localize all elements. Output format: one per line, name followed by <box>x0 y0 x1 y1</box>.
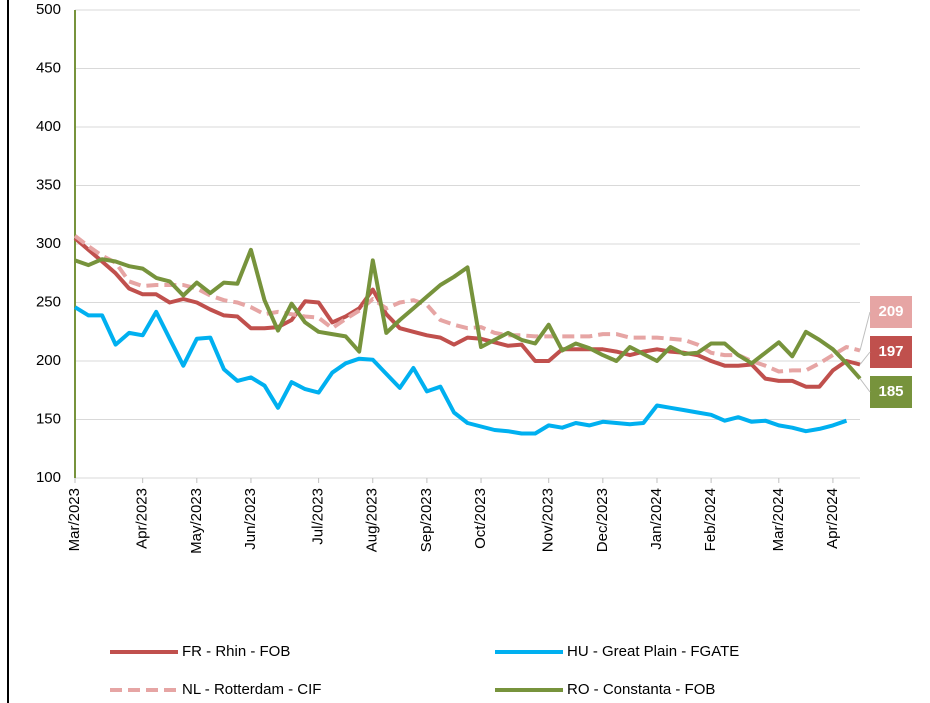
x-tick-label: Mar/2024 <box>770 488 787 551</box>
x-tick-label: Apr/2024 <box>824 488 841 549</box>
x-tick-label: Jun/2023 <box>242 488 259 550</box>
x-tick-label: Oct/2023 <box>472 488 489 549</box>
y-tick-label: 500 <box>36 1 61 18</box>
series-line <box>73 305 848 436</box>
y-tick-label: 150 <box>36 410 61 427</box>
x-tick-label: Jul/2023 <box>310 488 327 545</box>
y-tick-label: 100 <box>36 469 61 486</box>
x-tick-label: Feb/2024 <box>702 488 719 551</box>
x-tick-label: Mar/2023 <box>66 488 83 551</box>
end-label-connector <box>859 378 871 393</box>
x-tick-label: Nov/2023 <box>540 488 557 552</box>
legend-label: FR - Rhin - FOB <box>182 643 290 660</box>
y-tick-label: 450 <box>36 59 61 76</box>
legend-label: HU - Great Plain - FGATE <box>567 643 739 660</box>
x-tick-label: Dec/2023 <box>594 488 611 552</box>
y-tick-label: 350 <box>36 176 61 193</box>
x-tick-label: Apr/2023 <box>134 488 151 549</box>
legend-label: NL - Rotterdam - CIF <box>182 681 321 698</box>
end-label-box <box>870 336 912 368</box>
series-line <box>73 234 861 374</box>
end-label: 185 <box>878 383 903 400</box>
x-tick-label: Aug/2023 <box>364 488 381 552</box>
end-label: 209 <box>878 303 903 320</box>
series-line <box>73 236 861 389</box>
y-tick-label: 400 <box>36 118 61 135</box>
x-tick-label: Sep/2023 <box>418 488 435 552</box>
y-tick-label: 200 <box>36 352 61 369</box>
end-label-connector <box>859 311 871 351</box>
legend-label: RO - Constanta - FOB <box>567 681 715 698</box>
x-tick-label: May/2023 <box>188 488 205 554</box>
y-tick-label: 250 <box>36 293 61 310</box>
end-label-box <box>870 296 912 328</box>
end-label: 197 <box>878 343 903 360</box>
series-line <box>74 247 862 380</box>
end-label-connector <box>859 351 871 365</box>
y-tick-label: 300 <box>36 235 61 252</box>
end-label-box <box>870 376 912 408</box>
x-tick-label: Jan/2024 <box>648 488 665 550</box>
